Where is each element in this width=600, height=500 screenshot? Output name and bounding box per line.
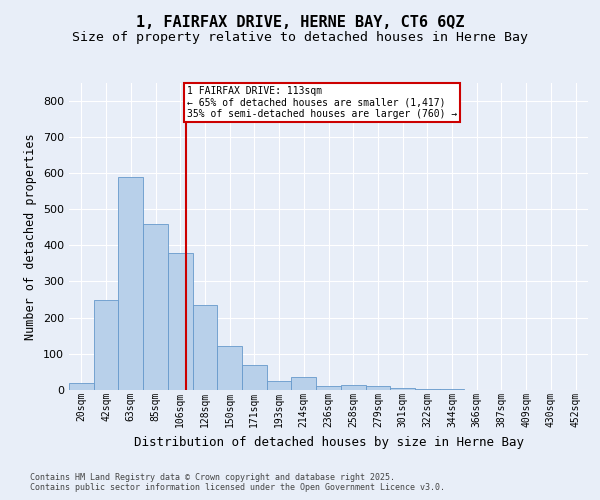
Bar — [365, 386, 390, 390]
Text: Size of property relative to detached houses in Herne Bay: Size of property relative to detached ho… — [72, 31, 528, 44]
Bar — [341, 385, 365, 390]
Text: Distribution of detached houses by size in Herne Bay: Distribution of detached houses by size … — [134, 436, 524, 449]
Bar — [217, 346, 242, 390]
Bar — [193, 305, 217, 390]
Y-axis label: Number of detached properties: Number of detached properties — [25, 133, 37, 340]
Bar — [292, 378, 316, 390]
Text: 1 FAIRFAX DRIVE: 113sqm
← 65% of detached houses are smaller (1,417)
35% of semi: 1 FAIRFAX DRIVE: 113sqm ← 65% of detache… — [187, 86, 457, 120]
Text: Contains HM Land Registry data © Crown copyright and database right 2025.
Contai: Contains HM Land Registry data © Crown c… — [30, 473, 445, 492]
Bar — [94, 300, 118, 390]
Bar — [118, 176, 143, 390]
Bar — [316, 386, 341, 390]
Bar — [242, 366, 267, 390]
Bar — [143, 224, 168, 390]
Bar — [69, 384, 94, 390]
Bar — [267, 381, 292, 390]
Text: 1, FAIRFAX DRIVE, HERNE BAY, CT6 6QZ: 1, FAIRFAX DRIVE, HERNE BAY, CT6 6QZ — [136, 15, 464, 30]
Bar — [390, 388, 415, 390]
Bar — [415, 389, 440, 390]
Bar — [168, 252, 193, 390]
